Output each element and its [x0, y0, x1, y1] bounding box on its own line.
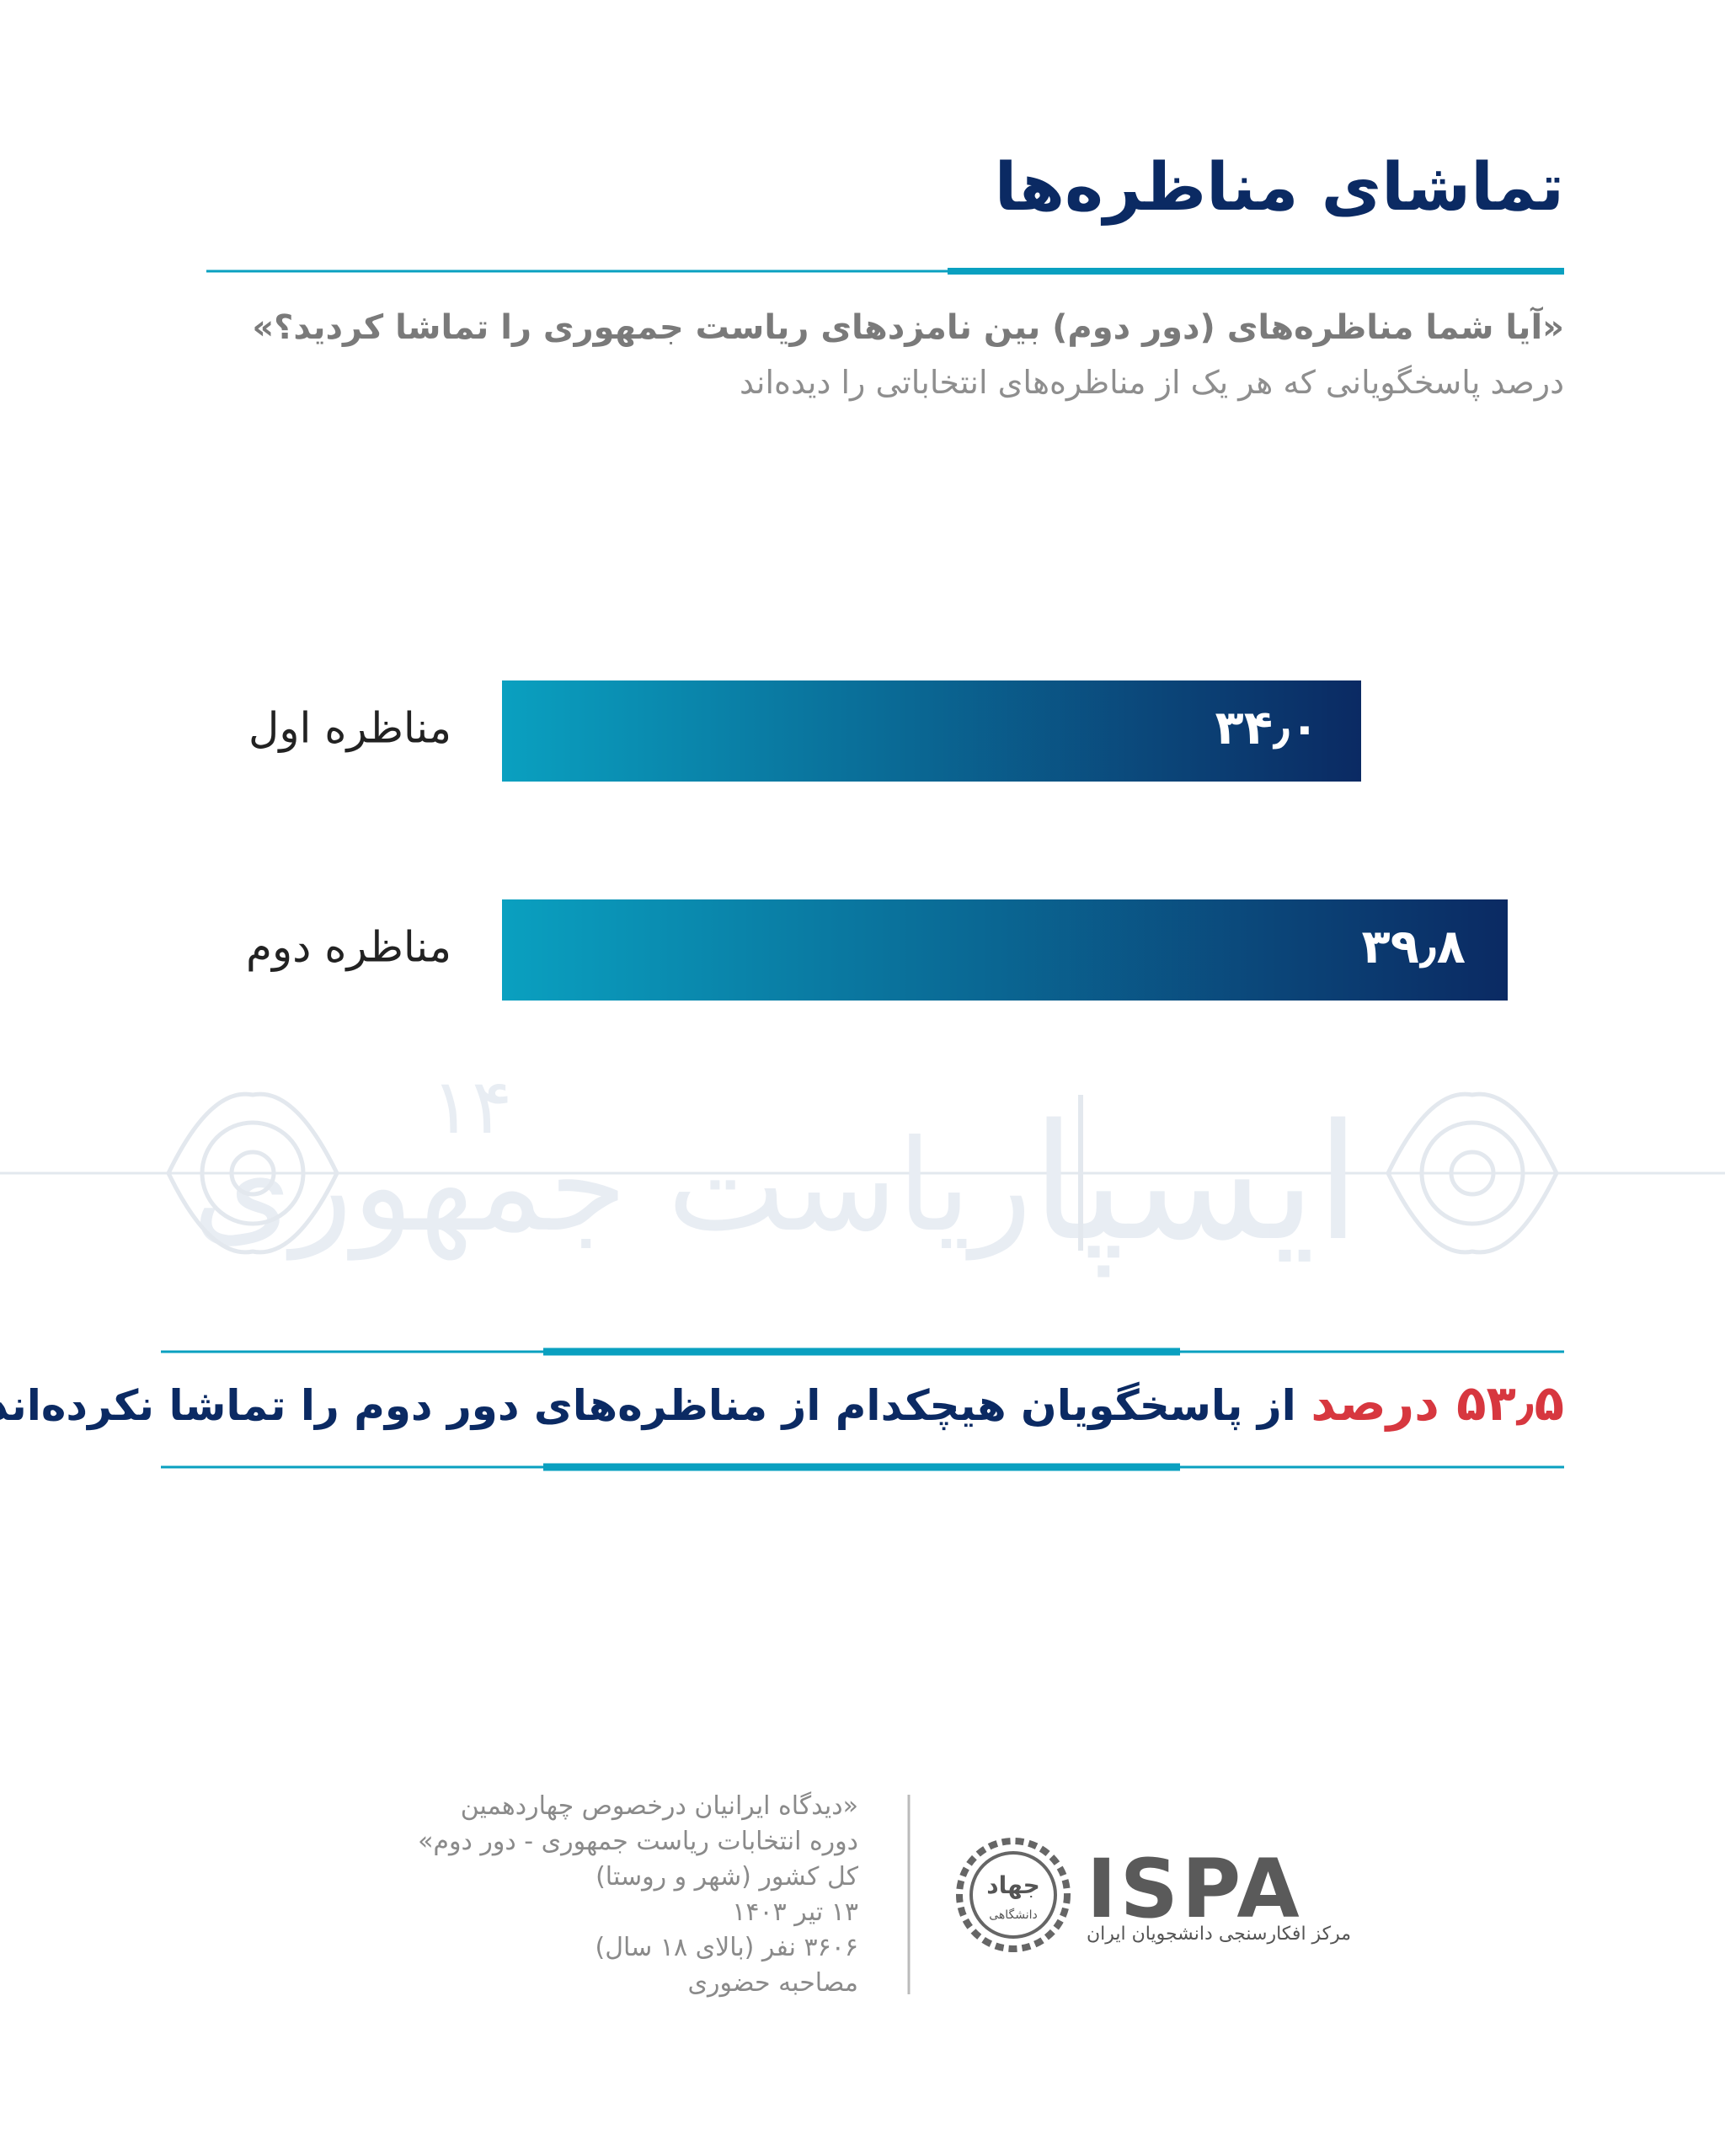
watermark-text: ریاست جمهوری [193, 1113, 1032, 1261]
question: «آیا شما مناظره‌های (دور دوم) بین نامزده… [252, 308, 1564, 347]
emblem-top: جهاد [986, 1871, 1040, 1899]
value-label: ۳۴٫۰ [1215, 701, 1319, 755]
bar [502, 680, 1361, 782]
ornament-left [166, 1091, 339, 1255]
footer-line: «دیدگاه ایرانیان درخصوص چهاردهمین [460, 1791, 858, 1821]
category-label: مناظره دوم [246, 923, 451, 973]
emblem: جهاد دانشگاهی [956, 1838, 1071, 1952]
subtitle: درصد پاسخگویانی که هر یک از مناظره‌های ا… [739, 364, 1564, 401]
value-label: ۳۹٫۸ [1362, 920, 1466, 974]
footer-line: مصاحبه حضوری [687, 1968, 858, 1998]
footer: «دیدگاه ایرانیان درخصوص چهاردهمین دوره ان… [418, 1789, 858, 2001]
callout: ۵۳٫۵ درصد از پاسخگویان هیچکدام از مناظره… [0, 1374, 1564, 1432]
title: تماشای مناظره‌ها [994, 150, 1564, 226]
callout-highlight: ۵۳٫۵ درصد [1311, 1374, 1564, 1432]
watermark-name: ایسپا [1032, 1090, 1360, 1277]
watermark-number: ۱۴ [431, 1063, 513, 1151]
category-label: مناظره اول [248, 704, 451, 754]
bar [502, 899, 1508, 1001]
callout-text: از پاسخگویان هیچکدام از مناظره‌های دور د… [0, 1381, 1296, 1430]
logo-subtitle: مرکز افکارسنجی دانشجویان ایران [1087, 1924, 1352, 1945]
emblem-bottom: دانشگاهی [989, 1908, 1038, 1922]
footer-line: ۳۶۰۶ نفر (بالای ۱۸ سال) [595, 1933, 859, 1962]
logo-name: ISPA [1087, 1842, 1303, 1936]
ornament-right [1386, 1091, 1559, 1255]
footer-line: کل کشور (شهر و روستا) [595, 1862, 858, 1892]
footer-line: ۱۳ تیر ۱۴۰۳ [732, 1897, 858, 1927]
footer-line: دوره انتخابات ریاست جمهوری - دور دوم» [418, 1827, 858, 1856]
